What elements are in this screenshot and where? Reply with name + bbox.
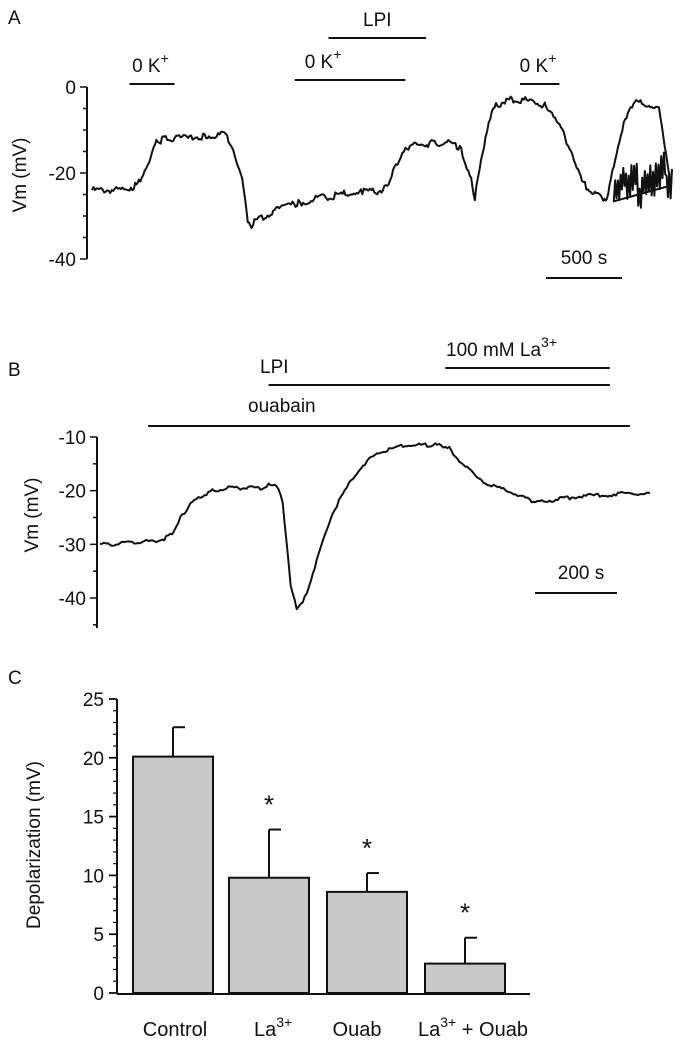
panel-letter-a: A — [8, 8, 21, 29]
panel-c-category-label: Control — [143, 1019, 207, 1041]
panel-c-y-tick-label: 10 — [83, 866, 104, 887]
panel-b-annotation-label: ouabain — [248, 396, 316, 417]
panel-b-trace — [99, 442, 651, 611]
panel-c-bar — [424, 962, 506, 994]
panel-c-bars: * * * — [132, 726, 506, 995]
panel-c-bar — [326, 890, 408, 995]
panel-c-category-label: La3+ — [254, 1014, 292, 1041]
panel-c-category-label: Ouab — [333, 1019, 382, 1041]
panel-a-annotation-label: 0 K+ — [305, 46, 342, 73]
panel-a-scale-bar-label: 500 s — [561, 248, 607, 269]
panel-b-ylabel: Vm (mV) — [22, 478, 43, 553]
panel-b: Vm (mV) -10 -20 -30 -40 LPI 100 mM La3+ ouaba… — [22, 334, 651, 628]
panel-b-y-tick-label: -20 — [59, 482, 86, 503]
panel-c-significance-star: * — [362, 833, 372, 863]
panel-b-scale-bar-label: 200 s — [558, 563, 604, 584]
panel-c-y-tick-label: 0 — [93, 984, 104, 1005]
panel-c-significance-star: * — [460, 898, 470, 928]
panel-c-bar — [228, 876, 310, 995]
panel-b-y-tick-label: -40 — [59, 589, 86, 610]
panel-a-trace-line — [91, 95, 673, 229]
panel-b-trace-line — [99, 442, 651, 611]
panel-c-significance-star: * — [264, 790, 274, 820]
panel-letter-b: B — [8, 360, 21, 381]
panel-c-y-tick-label: 20 — [83, 749, 104, 770]
panel-a-annotation-label: 0 K+ — [520, 50, 557, 77]
panel-c-category-labels: Control La3+ Ouab La3+ + Ouab — [143, 1014, 528, 1041]
panel-a-scale-bar: 500 s — [546, 248, 622, 279]
panel-a-y-axis: 0 -20 -40 — [49, 78, 88, 271]
panel-a-y-tick-label: -40 — [49, 250, 76, 271]
panel-a-annotation-label: 0 K+ — [132, 50, 169, 77]
panel-letter-c: C — [8, 668, 22, 689]
panel-c-y-tick-label: 5 — [93, 925, 104, 946]
panel-c: Depolarization (mV) 0 5 10 15 20 25 * * * Contr… — [24, 690, 530, 1041]
panel-a-y-tick-label: -20 — [49, 164, 76, 185]
panel-b-scale-bar: 200 s — [535, 563, 617, 594]
panel-c-y-tick-label: 15 — [83, 808, 104, 829]
panel-b-annotation-label: LPI — [260, 357, 289, 378]
panel-b-y-axis: -10 -20 -30 -40 — [59, 428, 98, 628]
panel-c-category-label: La3+ + Ouab — [418, 1014, 528, 1041]
panel-a-ylabel: Vm (mV) — [10, 138, 31, 213]
panel-b-annotations: LPI 100 mM La3+ ouabain — [148, 334, 630, 427]
panel-a-y-tick-label: 0 — [65, 78, 76, 99]
panel-b-y-tick-label: -30 — [59, 535, 86, 556]
panel-b-annotation-label: 100 mM La3+ — [446, 334, 557, 361]
panel-a: Vm (mV) 0 -20 -40 0 K+ 0 K+ LPI 0 K+ 500 s — [10, 10, 673, 279]
panel-a-annotation-label: LPI — [363, 10, 392, 31]
panel-c-axes: 0 5 10 15 20 25 — [83, 690, 530, 1005]
panel-a-trace — [91, 95, 673, 229]
panel-b-y-tick-label: -10 — [59, 428, 86, 449]
panel-c-bar — [132, 755, 214, 995]
panel-c-y-tick-label: 25 — [83, 690, 104, 711]
panel-c-ylabel: Depolarization (mV) — [24, 761, 45, 929]
panel-a-annotations: 0 K+ 0 K+ LPI 0 K+ — [129, 10, 560, 85]
